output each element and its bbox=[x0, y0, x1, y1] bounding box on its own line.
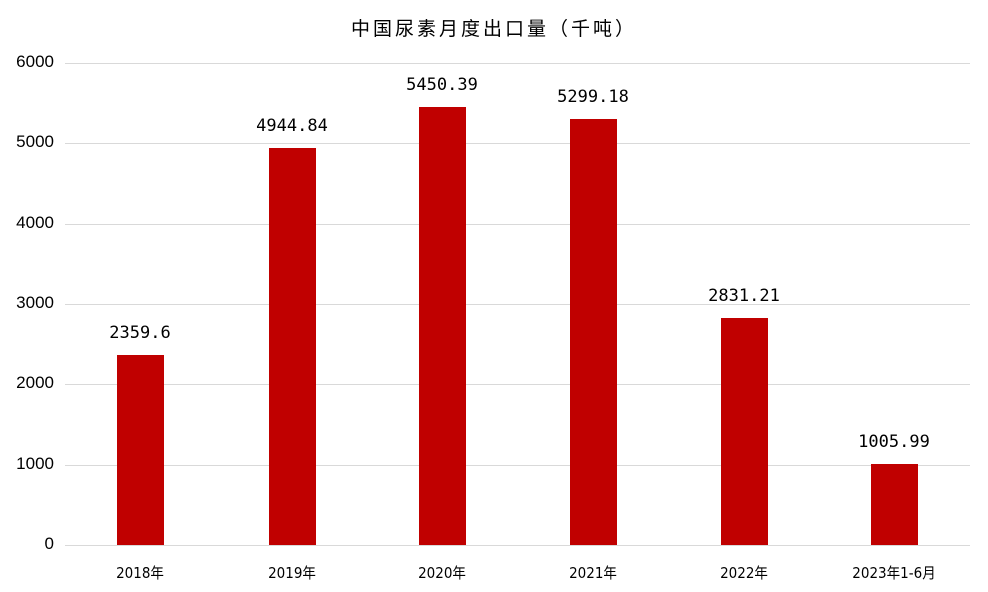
y-axis-tick-label: 2000 bbox=[16, 373, 54, 392]
bar bbox=[419, 107, 466, 545]
gridline bbox=[65, 143, 970, 144]
bar bbox=[269, 148, 316, 545]
gridline bbox=[65, 304, 970, 305]
data-label: 4944.84 bbox=[256, 116, 328, 136]
chart-title: 中国尿素月度出口量（千吨） bbox=[350, 18, 637, 40]
bar bbox=[117, 355, 164, 545]
x-axis-tick-label: 2020年 bbox=[418, 564, 466, 582]
y-axis-tick-label: 3000 bbox=[16, 293, 54, 312]
x-axis-tick-label: 2019年 bbox=[268, 564, 316, 582]
y-axis-tick-label: 0 bbox=[44, 534, 54, 553]
x-axis-tick-label: 2021年 bbox=[569, 564, 617, 582]
bar bbox=[570, 119, 617, 545]
x-axis-tick-label: 2018年 bbox=[116, 564, 164, 582]
y-axis-tick-label: 1000 bbox=[16, 454, 54, 473]
data-label: 5299.18 bbox=[557, 87, 629, 107]
data-label: 5450.39 bbox=[406, 75, 478, 95]
y-axis-tick-label: 5000 bbox=[16, 132, 54, 151]
x-axis-tick-label: 2022年 bbox=[720, 564, 768, 582]
x-axis-tick-label: 2023年1-6月 bbox=[852, 564, 936, 582]
data-label: 2831.21 bbox=[708, 286, 780, 306]
bar bbox=[871, 464, 918, 545]
y-axis-tick-label: 4000 bbox=[16, 213, 54, 232]
bar bbox=[721, 318, 768, 545]
gridline bbox=[65, 63, 970, 64]
gridline bbox=[65, 384, 970, 385]
data-label: 2359.6 bbox=[109, 323, 171, 343]
gridline bbox=[65, 545, 970, 546]
gridline bbox=[65, 224, 970, 225]
gridline bbox=[65, 465, 970, 466]
data-label: 1005.99 bbox=[858, 432, 930, 452]
y-axis-tick-label: 6000 bbox=[16, 52, 54, 71]
